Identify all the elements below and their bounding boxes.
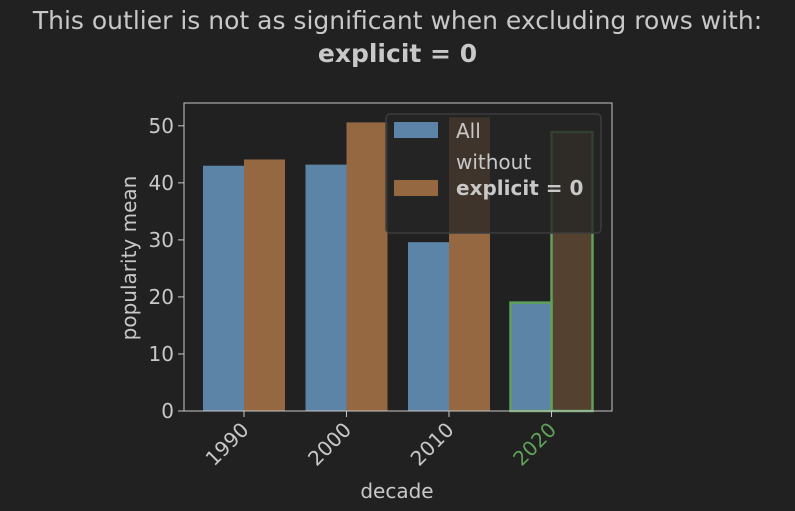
legend-swatch-without-explicit [394,180,438,196]
bar-all-1990 [203,165,244,411]
legend: All without explicit = 0 [385,113,602,234]
x-tick-label-1990: 1990 [201,418,254,471]
y-tick-label: 50 [149,114,174,138]
bar-all-2010 [408,242,449,411]
legend-swatch-all [394,122,438,138]
x-tick-label-2020: 2020 [508,418,561,471]
legend-box [385,113,602,234]
chart-title: This outlier is not as significant when … [0,4,795,70]
bar-without-explicit-1990 [244,159,285,411]
x-tick-label-2010: 2010 [406,418,459,471]
x-axis-label: decade [360,479,433,503]
legend-label-all: All [456,119,481,143]
y-tick-label: 10 [149,342,174,366]
y-tick-label: 0 [161,399,174,423]
y-axis: 0 10 20 30 40 50 [149,114,184,423]
bar-without-explicit-2000 [346,122,388,412]
plot-frame [183,102,613,412]
x-axis: 1990 2000 2010 2020 [201,411,561,471]
legend-label-explicit: explicit = 0 [456,176,583,200]
title-line-1: This outlier is not as significant when … [32,6,763,35]
y-tick-label: 20 [149,285,174,309]
y-tick-label: 30 [149,228,174,252]
bar-all-2000 [305,164,347,411]
y-axis-label: popularity mean [117,176,141,341]
x-tick-label-2000: 2000 [303,418,356,471]
title-line-2: explicit = 0 [317,39,478,68]
legend-label-without: without [456,150,531,174]
y-tick-label: 40 [149,171,174,195]
bar-all-2020 [509,301,553,413]
